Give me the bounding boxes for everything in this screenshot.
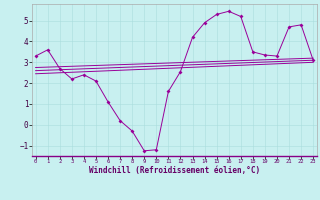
X-axis label: Windchill (Refroidissement éolien,°C): Windchill (Refroidissement éolien,°C) <box>89 166 260 175</box>
